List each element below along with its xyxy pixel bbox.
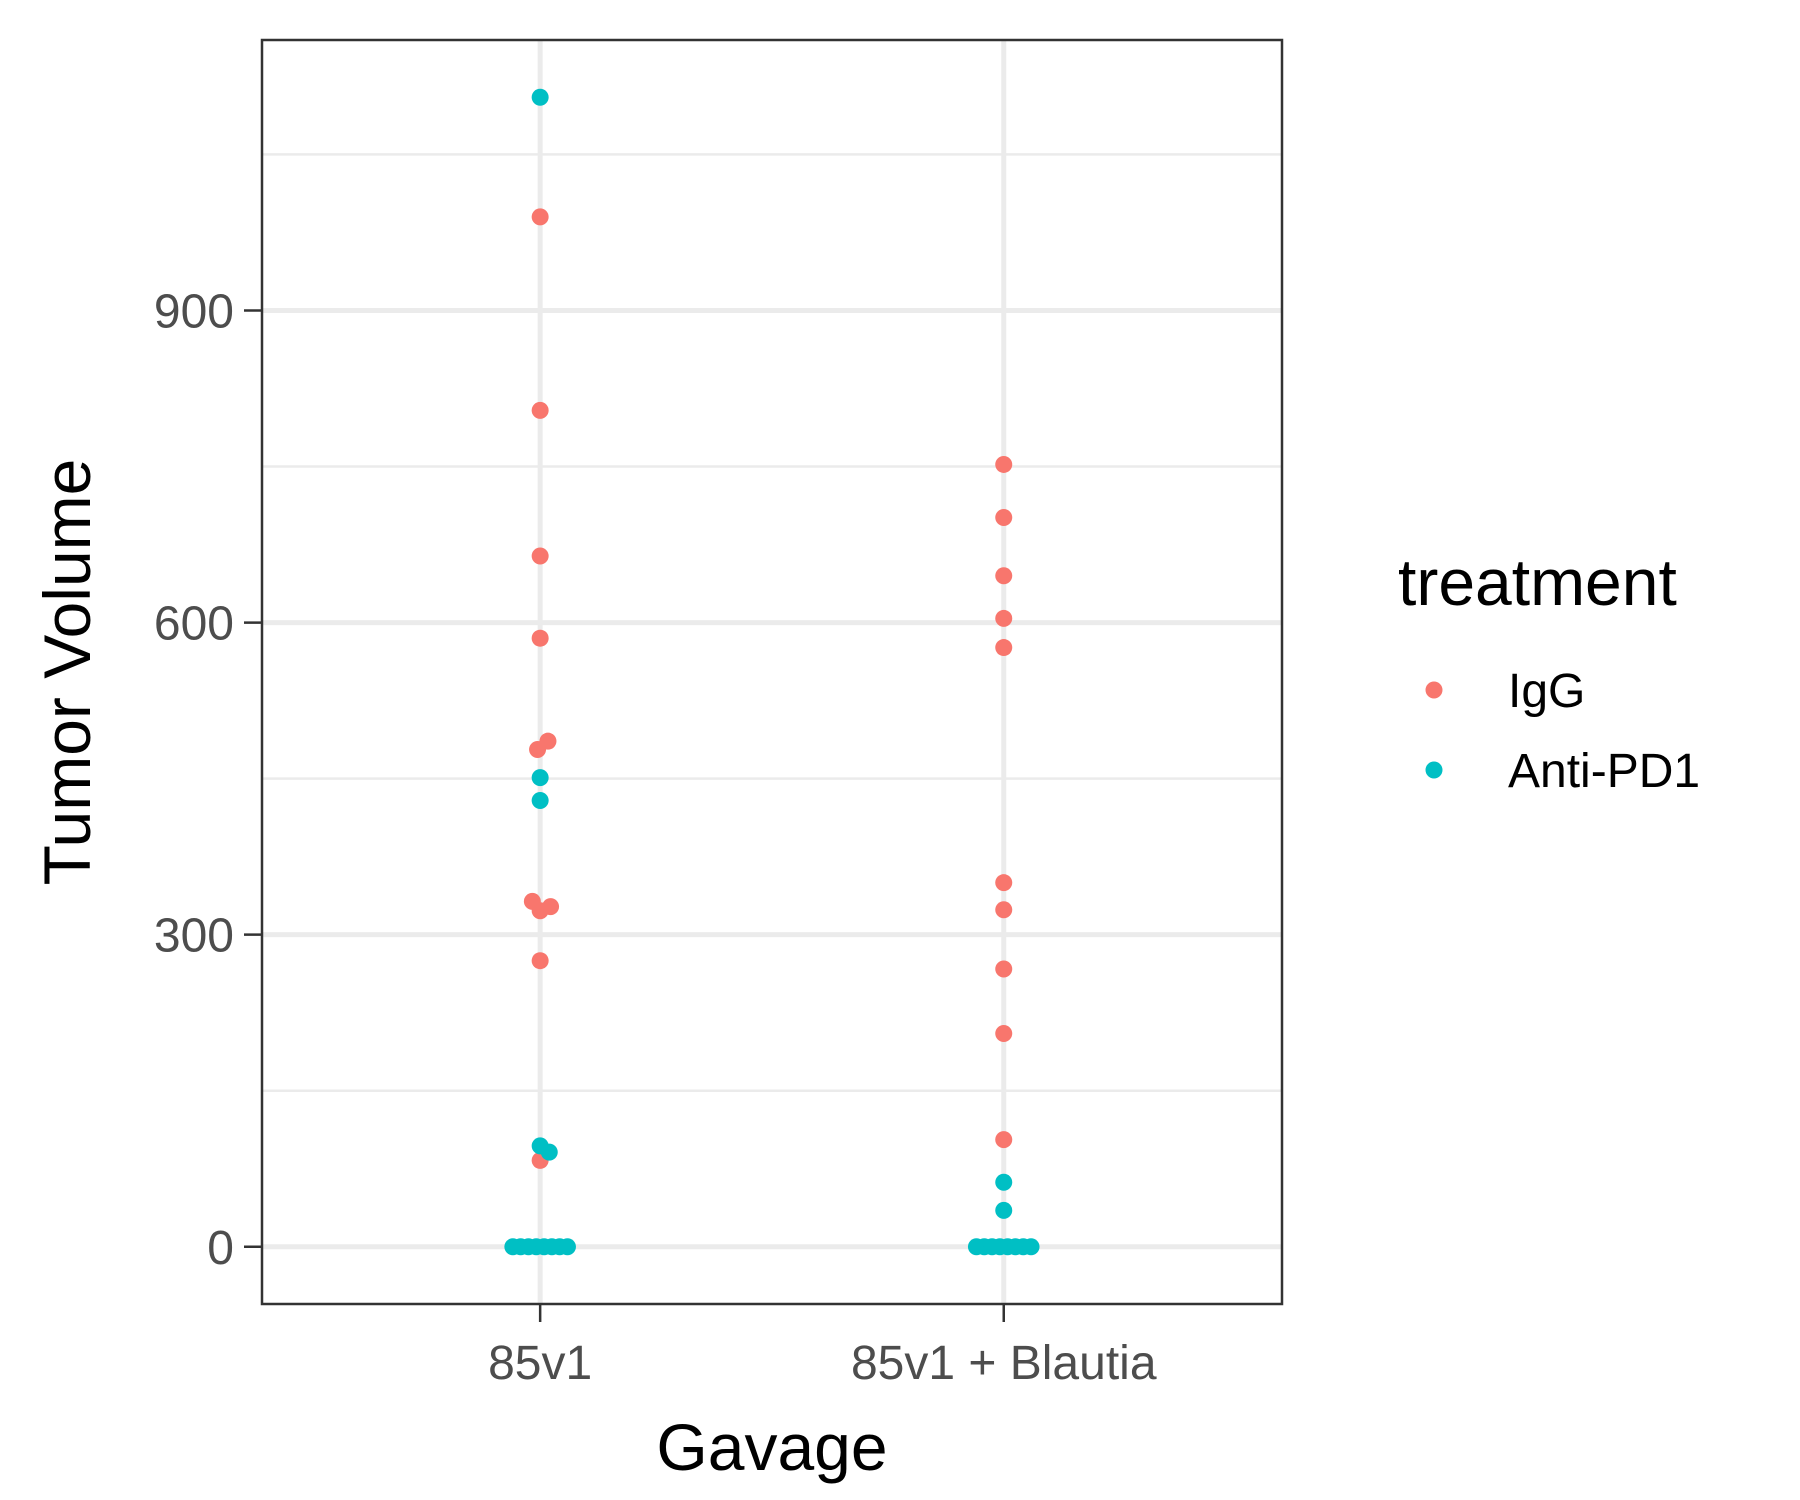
- data-point-igg: [531, 401, 549, 419]
- x-tick-label: 85v1: [488, 1337, 592, 1390]
- y-tick-label: 300: [154, 910, 234, 963]
- data-point-anti-pd1: [995, 1173, 1013, 1191]
- legend: treatment IgG Anti-PD1: [1398, 545, 1700, 798]
- minor-gridlines: [262, 153, 1282, 1092]
- x-tick-label: 85v1 + Blautia: [851, 1337, 1157, 1390]
- data-point-igg: [995, 1131, 1013, 1149]
- data-point-anti-pd1: [558, 1238, 576, 1256]
- y-tick-label: 600: [154, 598, 234, 651]
- data-point-igg: [995, 455, 1013, 473]
- data-point-igg: [995, 874, 1013, 892]
- legend-items: IgG Anti-PD1: [1425, 665, 1700, 798]
- x-axis: 85v1 85v1 + Blautia: [488, 1304, 1157, 1390]
- panel-border: [260, 38, 1284, 1306]
- x-axis-title: Gavage: [656, 1410, 887, 1484]
- data-point-igg: [531, 629, 549, 647]
- data-point-igg: [995, 1025, 1013, 1043]
- y-axis: 0 300 600 900: [154, 285, 262, 1275]
- data-point-anti-pd1: [1022, 1238, 1040, 1256]
- data-point-anti-pd1: [531, 769, 549, 787]
- y-tick-label: 0: [207, 1222, 234, 1275]
- y-tick-label: 900: [154, 285, 234, 338]
- data-point-igg: [531, 902, 549, 920]
- data-point-igg: [995, 609, 1013, 627]
- legend-label-anti-pd1: Anti-PD1: [1508, 745, 1700, 798]
- data-points: [504, 88, 1040, 1256]
- legend-label-igg: IgG: [1508, 665, 1585, 718]
- legend-key-igg: [1425, 681, 1443, 699]
- data-point-anti-pd1: [531, 88, 549, 106]
- y-axis-title: Tumor Volume: [30, 459, 104, 886]
- legend-key-anti-pd1: [1425, 761, 1443, 779]
- data-point-igg: [995, 509, 1013, 527]
- data-point-igg: [995, 960, 1013, 978]
- data-point-igg: [531, 952, 549, 970]
- data-point-anti-pd1: [531, 791, 549, 809]
- data-point-anti-pd1: [995, 1201, 1013, 1219]
- major-gridlines: [262, 40, 1282, 1304]
- data-point-igg: [529, 741, 547, 759]
- data-point-igg: [995, 567, 1013, 585]
- legend-title: treatment: [1398, 545, 1677, 619]
- data-point-anti-pd1: [540, 1143, 558, 1161]
- data-point-igg: [531, 208, 549, 226]
- data-point-igg: [531, 547, 549, 565]
- data-point-igg: [995, 639, 1013, 657]
- data-point-igg: [995, 901, 1013, 919]
